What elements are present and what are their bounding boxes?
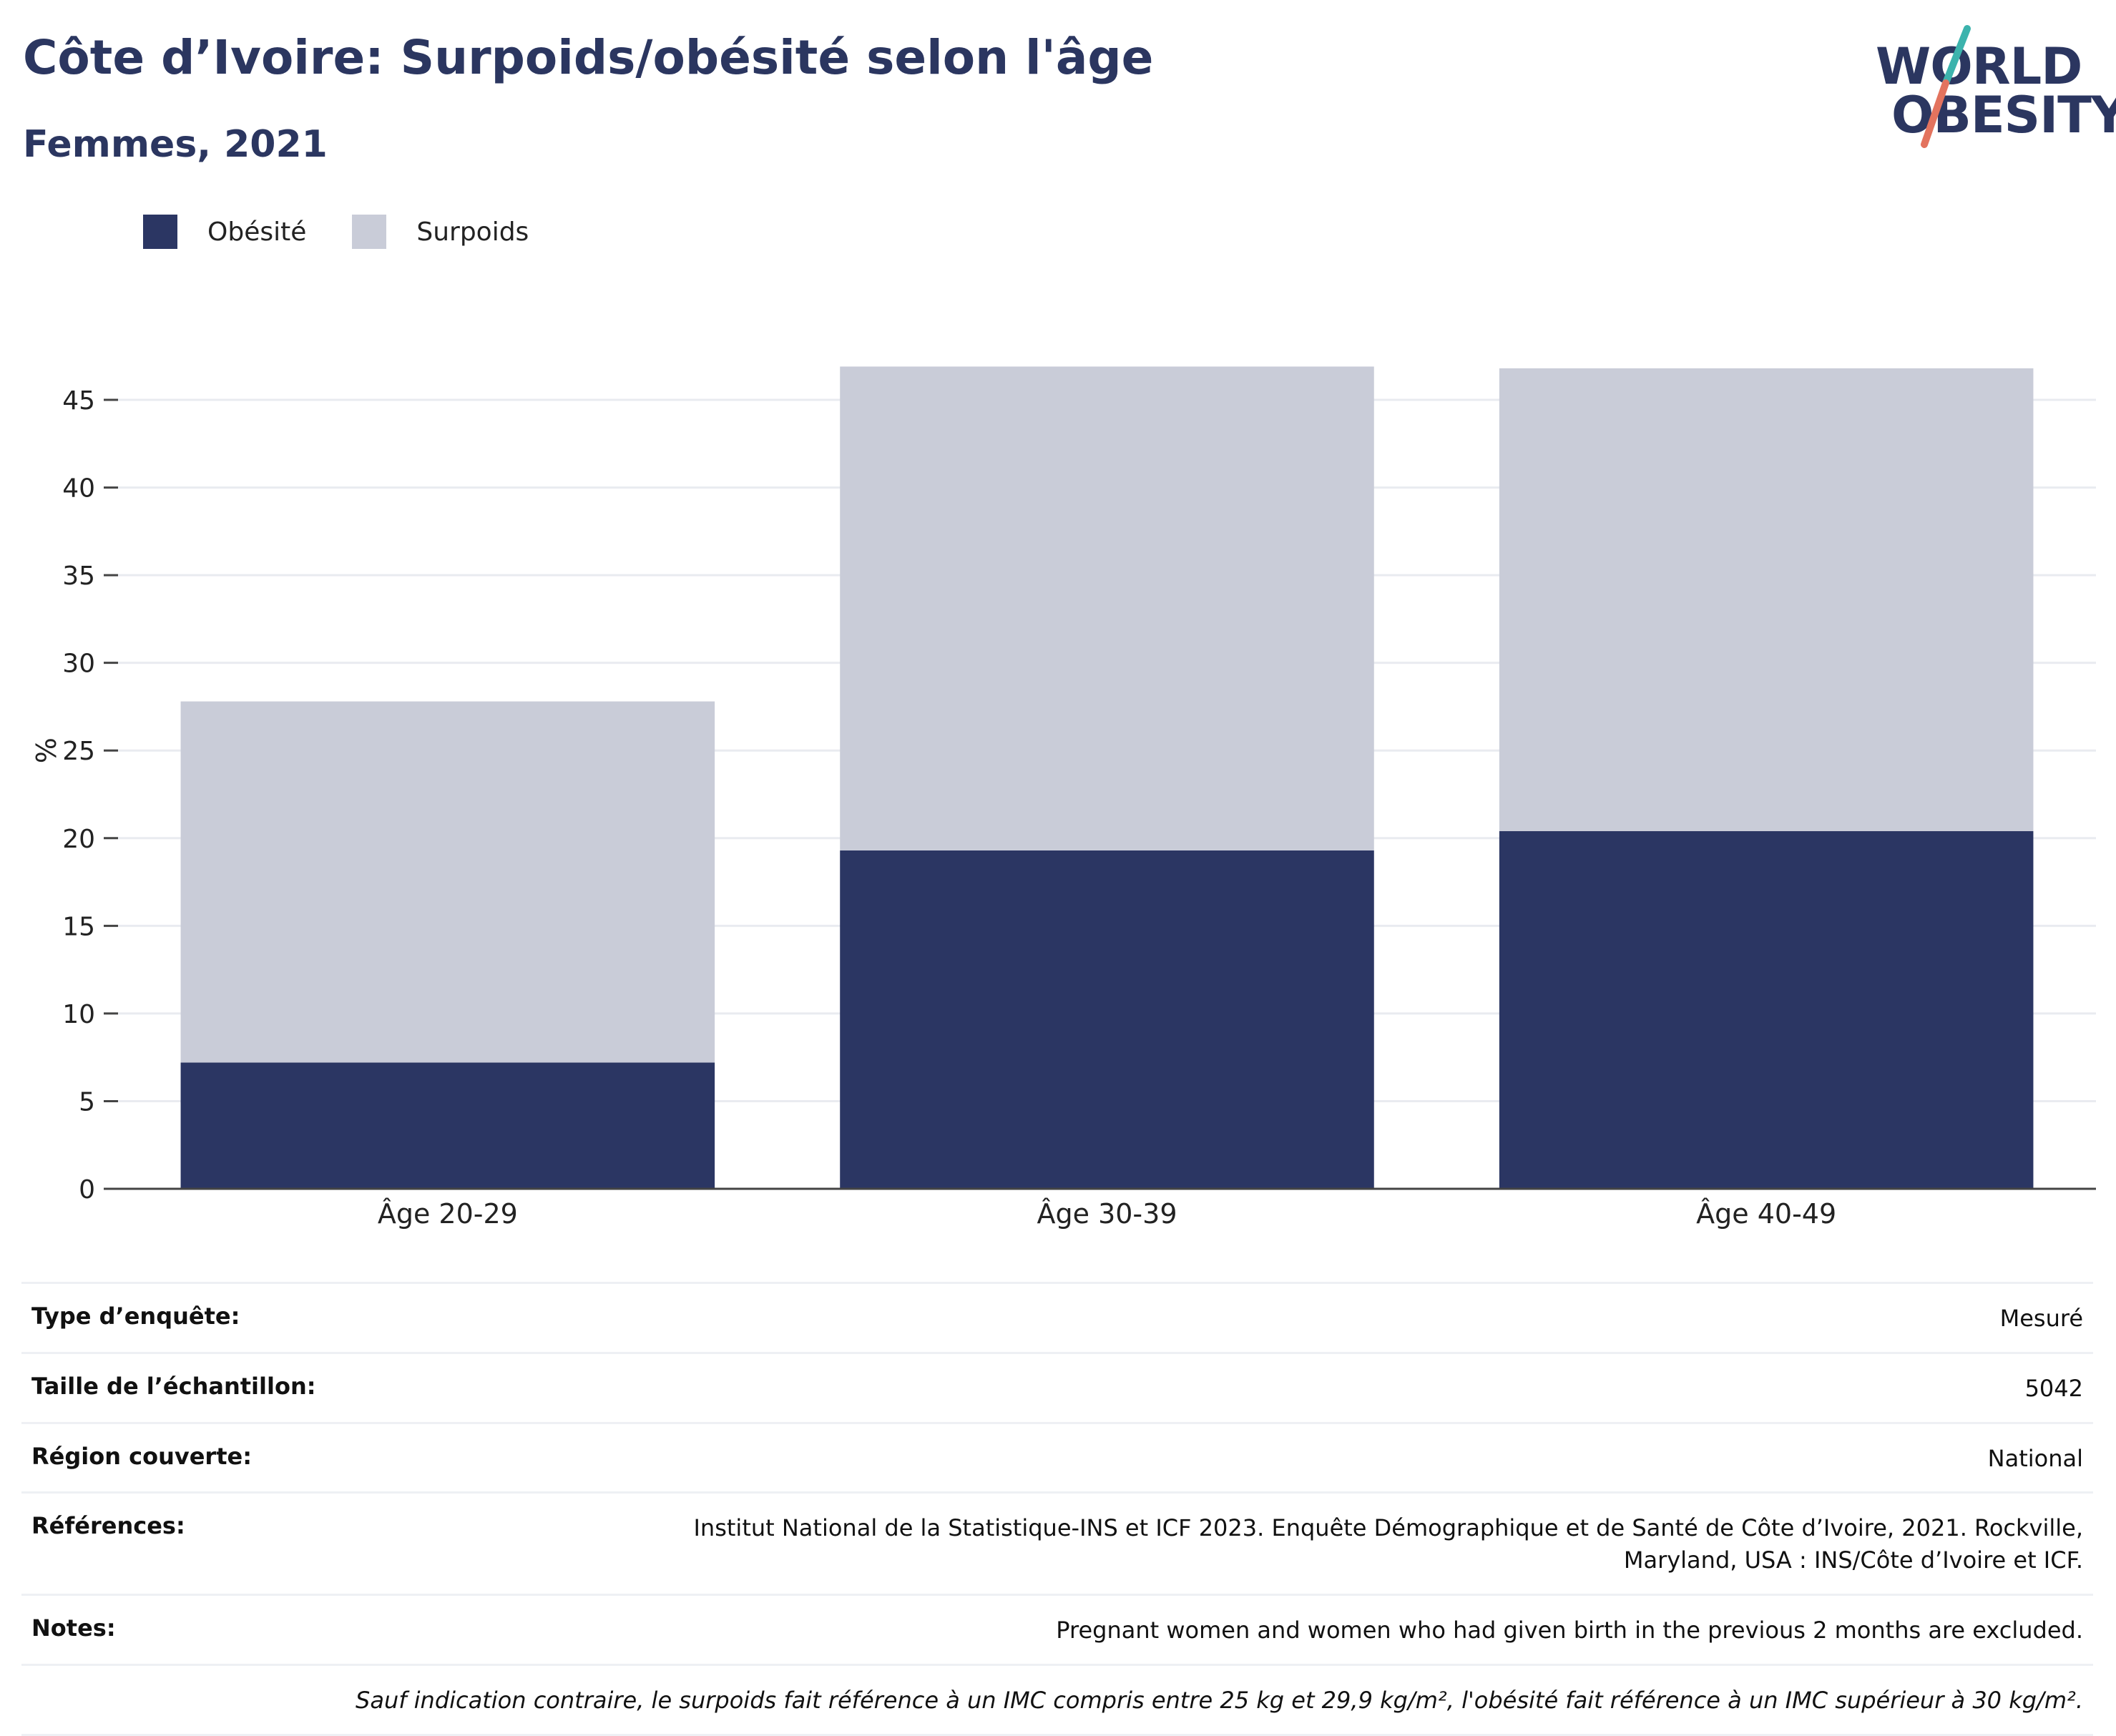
meta-label: Notes:	[31, 1614, 116, 1642]
meta-row-notes: Notes: Pregnant women and women who had …	[21, 1596, 2093, 1666]
legend-item-obesite[interactable]: Obésité	[143, 215, 306, 249]
meta-row-region: Région couverte: National	[21, 1424, 2093, 1494]
meta-value: Pregnant women and women who had given b…	[1056, 1616, 2083, 1644]
legend-item-surpoids[interactable]: Surpoids	[352, 215, 529, 249]
legend-label-obesite: Obésité	[207, 217, 307, 247]
y-tick-label: 40	[62, 474, 95, 504]
meta-value: Mesuré	[1999, 1305, 2083, 1332]
y-tick-label: 5	[79, 1087, 95, 1117]
y-tick-label: 25	[62, 737, 95, 766]
metadata-table: Type d’enquête: Mesuré Taille de l’échan…	[21, 1282, 2093, 1736]
x-tick-label: Âge 20-29	[378, 1198, 518, 1230]
legend-label-surpoids: Surpoids	[416, 217, 529, 247]
y-tick-label: 45	[62, 386, 95, 416]
x-tick-label: Âge 30-39	[1037, 1198, 1177, 1230]
world-obesity-logo: WORLD OBESITY	[1860, 21, 2116, 150]
meta-row-footnote: Sauf indication contraire, le surpoids f…	[21, 1666, 2093, 1736]
footnote-text: Sauf indication contraire, le surpoids f…	[356, 1686, 2083, 1714]
y-tick-label: 10	[62, 1000, 95, 1029]
meta-label: Région couverte:	[31, 1442, 252, 1470]
meta-value: Institut National de la Statistique-INS …	[693, 1514, 2083, 1574]
y-tick-label: 30	[62, 649, 95, 679]
meta-row-references: Références: Institut National de la Stat…	[21, 1494, 2093, 1596]
logo-line-1: WORLD	[1876, 37, 2082, 96]
chart-legend: Obésité Surpoids	[143, 215, 574, 249]
bar-obsit-3	[1499, 830, 2034, 1189]
y-tick-label: 35	[62, 561, 95, 591]
bar-surpoids-1	[180, 701, 715, 1063]
y-axis-label: %	[31, 737, 62, 763]
bar-surpoids-3	[1499, 368, 2034, 831]
chart-subtitle: Femmes, 2021	[23, 123, 328, 166]
bar-obsit-1	[180, 1062, 715, 1189]
meta-row-sample-size: Taille de l’échantillon: 5042	[21, 1354, 2093, 1424]
meta-label: Taille de l’échantillon:	[31, 1372, 316, 1400]
x-tick-label: Âge 40-49	[1696, 1198, 1836, 1230]
y-tick-label: 20	[62, 825, 95, 854]
logo-slash-icon	[1921, 25, 1971, 148]
bar-surpoids-2	[840, 366, 1374, 850]
meta-row-survey-type: Type d’enquête: Mesuré	[21, 1284, 2093, 1354]
bar-obsit-2	[840, 850, 1374, 1189]
meta-value: National	[1987, 1444, 2083, 1472]
meta-label: Type d’enquête:	[31, 1303, 240, 1330]
chart-title: Côte d’Ivoire: Surpoids/obésité selon l'…	[23, 30, 1154, 85]
y-tick-label: 15	[62, 912, 95, 941]
meta-label: Références:	[31, 1512, 185, 1540]
meta-value: 5042	[2024, 1374, 2083, 1402]
y-tick-label: 0	[79, 1175, 95, 1205]
legend-swatch-obesite	[143, 215, 177, 249]
legend-swatch-surpoids	[352, 215, 387, 249]
stacked-bar-chart: 0 5 10 15 20 25 30 35 40 45% Âge 20-29 Âge 30-39 Âge…	[31, 366, 2096, 1230]
